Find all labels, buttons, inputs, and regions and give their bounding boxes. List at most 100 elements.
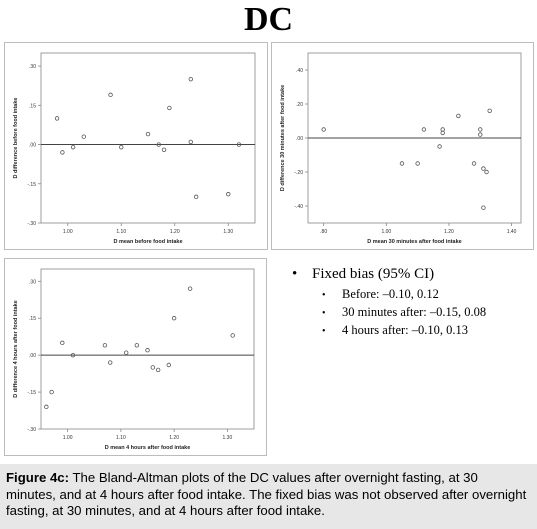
data-point bbox=[471, 161, 477, 166]
y-tick-label: -.20 bbox=[294, 170, 303, 176]
data-point bbox=[119, 144, 124, 150]
bullet-icon: • bbox=[292, 266, 298, 282]
y-tick-label: .20 bbox=[296, 102, 303, 108]
bias-item-30-minutes: • 30 minutes after: –0.15, 0.08 bbox=[322, 305, 532, 320]
data-point bbox=[44, 404, 49, 410]
x-tick-label: 1.30 bbox=[223, 229, 233, 235]
data-point bbox=[226, 192, 231, 197]
x-tick-label: 1.40 bbox=[507, 229, 517, 235]
y-tick-label: -.15 bbox=[27, 390, 36, 396]
data-point bbox=[481, 205, 486, 210]
bias-item-before: • Before: –0.10, 0.12 bbox=[322, 287, 532, 302]
plot-before: 1.00 1.10 1.20 1.30 -.30 -.15 .00 .15 .30 D mean … bbox=[4, 42, 268, 250]
data-point bbox=[321, 127, 326, 132]
x-tick-label: 1.00 bbox=[63, 229, 73, 235]
x-tick-label: 1.10 bbox=[116, 229, 126, 235]
fixed-bias-box: • Fixed bias (95% CI) • Before: –0.10, 0.1… bbox=[292, 266, 532, 341]
x-axis-label: D mean 30 minutes after food intake bbox=[367, 239, 461, 245]
y-tick-label: -.30 bbox=[27, 427, 36, 433]
data-point bbox=[123, 350, 129, 355]
bullet-icon: • bbox=[322, 308, 326, 319]
y-tick-label: .00 bbox=[29, 143, 36, 149]
data-point bbox=[187, 286, 193, 291]
fixed-bias-heading: • Fixed bias (95% CI) bbox=[292, 266, 532, 283]
y-tick-label: .15 bbox=[29, 316, 36, 322]
data-point bbox=[81, 134, 86, 139]
y-axis-label: D difference 4 hours after food intake bbox=[13, 300, 19, 398]
x-tick-label: 1.20 bbox=[169, 435, 179, 441]
data-point bbox=[437, 144, 442, 149]
figure-caption: Figure 4c: The Bland-Altman plots of the… bbox=[0, 464, 537, 529]
scatter-svg: .80 1.00 1.20 1.40 -.40 -.20 .00 .20 .40 D mean 3… bbox=[280, 52, 522, 245]
y-axis-label: D difference before food intake bbox=[13, 98, 19, 179]
x-tick-label: 1.30 bbox=[223, 435, 233, 441]
caption-text: The Bland-Altman plots of the DC values … bbox=[6, 470, 527, 518]
data-point bbox=[188, 139, 193, 145]
x-tick-label: 1.00 bbox=[63, 435, 73, 441]
y-tick-label: -.40 bbox=[294, 204, 303, 210]
y-tick-label: .00 bbox=[29, 353, 36, 359]
plot-area bbox=[40, 52, 256, 224]
y-tick-label: .00 bbox=[296, 136, 303, 142]
scatter-svg: 1.00 1.10 1.20 1.30 -.30 -.15 .00 .15 .30 D mean … bbox=[13, 52, 256, 245]
data-point bbox=[102, 343, 108, 348]
data-point bbox=[230, 333, 235, 338]
data-point bbox=[236, 142, 242, 147]
y-axis-label: D difference 30 minutes after food intak… bbox=[280, 85, 286, 191]
x-axis-label: D mean 4 hours after food intake bbox=[105, 445, 191, 451]
y-tick-label: .40 bbox=[296, 68, 303, 74]
plot-4-hours: 1.00 1.10 1.20 1.30 -.30 -.15 .00 .15 .30 D mean … bbox=[4, 258, 267, 456]
data-point bbox=[108, 92, 113, 98]
y-tick-label: -.15 bbox=[27, 182, 36, 188]
data-point bbox=[134, 343, 140, 348]
bullet-icon: • bbox=[322, 290, 326, 301]
data-point bbox=[484, 169, 489, 175]
fixed-bias-heading-text: Fixed bias (95% CI) bbox=[312, 266, 435, 282]
data-point bbox=[171, 316, 177, 321]
data-point bbox=[478, 127, 483, 132]
data-point bbox=[108, 360, 113, 365]
data-point bbox=[440, 130, 445, 136]
main-title: DC bbox=[243, 1, 294, 38]
data-point bbox=[54, 116, 60, 121]
plot-30-minutes: .80 1.00 1.20 1.40 -.40 -.20 .00 .20 .40 D mean 3… bbox=[271, 42, 534, 250]
y-tick-label: .15 bbox=[29, 103, 36, 109]
data-point bbox=[150, 365, 156, 370]
data-point bbox=[49, 389, 54, 395]
y-tick-label: -.30 bbox=[27, 221, 36, 227]
scatter-svg: 1.00 1.10 1.20 1.30 -.30 -.15 .00 .15 .30 D mean … bbox=[13, 268, 255, 451]
bullet-icon: • bbox=[322, 326, 326, 337]
data-point bbox=[188, 76, 193, 82]
y-tick-label: .30 bbox=[29, 279, 36, 285]
x-tick-label: 1.20 bbox=[170, 229, 180, 235]
data-point bbox=[415, 161, 420, 166]
y-tick-label: .30 bbox=[29, 64, 36, 70]
data-point bbox=[421, 127, 427, 132]
data-point bbox=[193, 194, 199, 200]
bias-item-text: 4 hours after: –0.10, 0.13 bbox=[342, 323, 469, 337]
bias-item-text: 30 minutes after: –0.15, 0.08 bbox=[342, 305, 487, 319]
data-point bbox=[70, 352, 76, 358]
data-point bbox=[399, 161, 405, 166]
data-point bbox=[161, 147, 167, 152]
x-tick-label: 1.00 bbox=[381, 229, 391, 235]
data-point bbox=[487, 108, 492, 113]
data-point bbox=[478, 132, 483, 137]
caption-label: Figure 4c: bbox=[6, 470, 70, 485]
bias-item-4-hours: • 4 hours after: –0.10, 0.13 bbox=[322, 323, 532, 338]
data-point bbox=[70, 144, 76, 150]
x-tick-label: 1.10 bbox=[116, 435, 126, 441]
plot-area bbox=[40, 268, 255, 430]
data-point bbox=[167, 105, 172, 111]
data-point bbox=[156, 142, 161, 147]
bias-item-text: Before: –0.10, 0.12 bbox=[342, 287, 439, 301]
data-point bbox=[155, 367, 161, 373]
data-point bbox=[456, 113, 461, 119]
data-point bbox=[60, 150, 65, 155]
x-axis-label: D mean before food intake bbox=[113, 239, 182, 245]
x-tick-label: 1.20 bbox=[444, 229, 454, 235]
data-point bbox=[60, 340, 65, 346]
data-point bbox=[166, 362, 171, 368]
data-point bbox=[145, 131, 151, 137]
data-point bbox=[145, 348, 150, 353]
